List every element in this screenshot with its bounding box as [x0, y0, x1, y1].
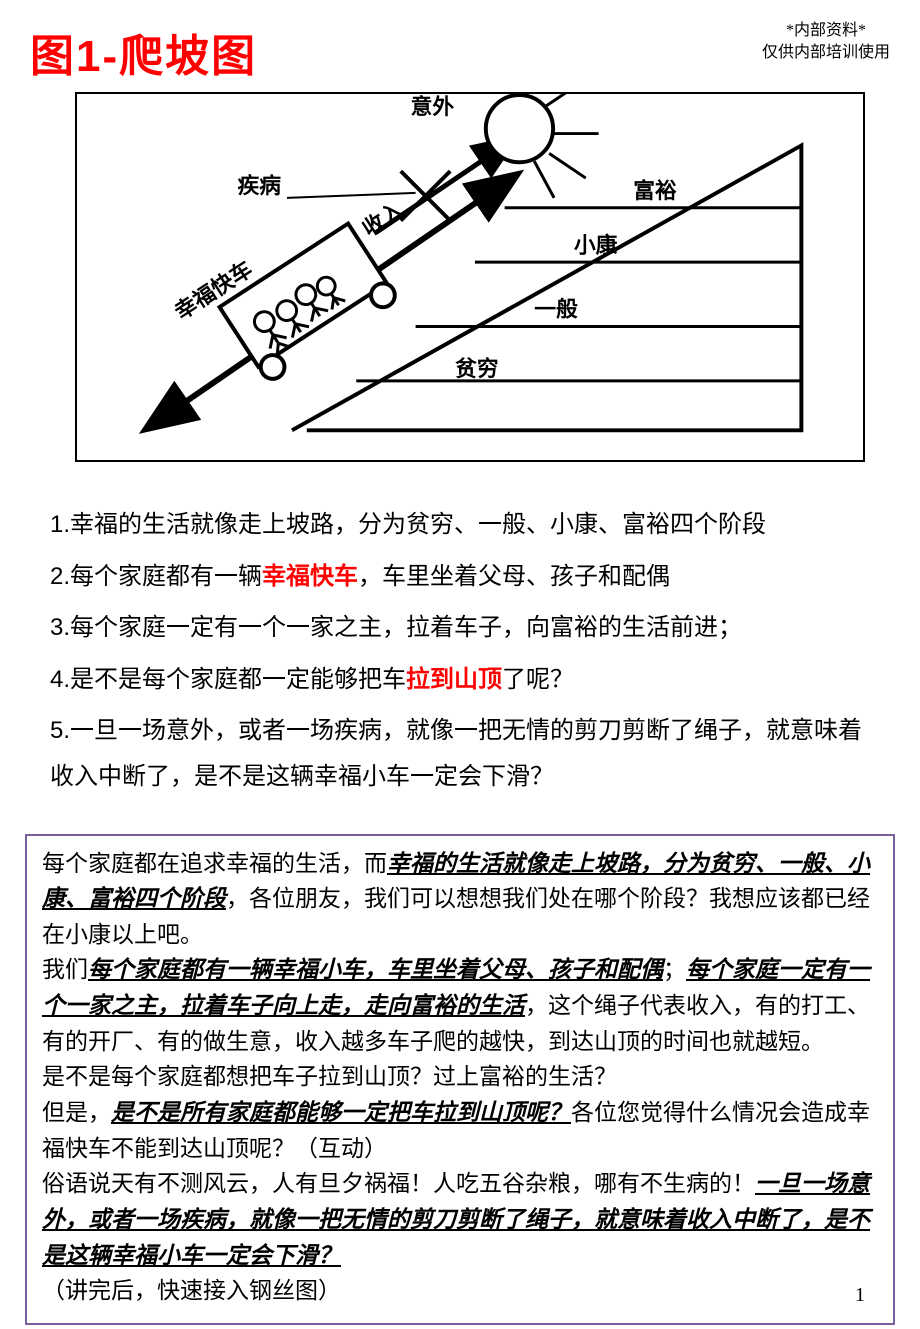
script-box: 每个家庭都在追求幸福的生活，而幸福的生活就像走上坡路，分为贫穷、一般、小康、富裕…: [25, 834, 895, 1325]
list-item-1: 1.幸福的生活就像走上坡路，分为贫穷、一般、小康、富裕四个阶段: [50, 502, 880, 548]
script-p4em: 是不是所有家庭都能够一定把车拉到山顶呢？: [111, 1100, 571, 1125]
watermark: *内部资料* 仅供内部培训使用: [762, 20, 890, 65]
level-label-3: 一般: [534, 297, 578, 322]
page-title: 图1-爬坡图: [30, 20, 257, 84]
level-label-1: 富裕: [633, 178, 677, 203]
bullet-list: 1.幸福的生活就像走上坡路，分为贫穷、一般、小康、富裕四个阶段 2.每个家庭都有…: [0, 482, 920, 816]
disease-label: 疾病: [238, 173, 282, 198]
script-p4a: 但是，: [42, 1100, 111, 1125]
script-p6: （讲完后，快速接入钢丝图）: [42, 1278, 341, 1303]
slope-diagram: 富裕 小康 一般 贫穷 收入: [77, 94, 863, 460]
diagram-container: 富裕 小康 一般 贫穷 收入: [75, 92, 865, 462]
script-p3: 是不是每个家庭都想把车子拉到山顶？过上富裕的生活？: [42, 1064, 617, 1089]
page-number: 1: [855, 1284, 865, 1307]
watermark-line2: 仅供内部培训使用: [762, 42, 890, 64]
watermark-line1: *内部资料*: [762, 20, 890, 42]
list-item-5: 5.一旦一场意外，或者一场疾病，就像一把无情的剪刀剪断了绳子，就意味着收入中断了…: [50, 708, 880, 799]
accident-label: 意外: [411, 94, 455, 119]
script-p5a: 俗语说天有不测风云，人有旦夕祸福！人吃五谷杂粮，哪有不生病的！: [42, 1171, 755, 1196]
script-p2a: 我们: [42, 957, 88, 982]
header: 图1-爬坡图 *内部资料* 仅供内部培训使用: [0, 0, 920, 84]
list-item-4: 4.是不是每个家庭都一定能够把车拉到山顶了呢？: [50, 657, 880, 703]
script-p2em1: 每个家庭都有一辆幸福小车，车里坐着父母、孩子和配偶: [88, 957, 663, 982]
level-label-4: 贫穷: [455, 356, 498, 381]
list-item-2: 2.每个家庭都有一辆幸福快车，车里坐着父母、孩子和配偶: [50, 554, 880, 600]
script-p2mid: ；: [663, 957, 686, 982]
script-p1a: 每个家庭都在追求幸福的生活，而: [42, 851, 387, 876]
list-item-3: 3.每个家庭一定有一个一家之主，拉着车子，向富裕的生活前进；: [50, 605, 880, 651]
level-label-2: 小康: [574, 232, 618, 257]
